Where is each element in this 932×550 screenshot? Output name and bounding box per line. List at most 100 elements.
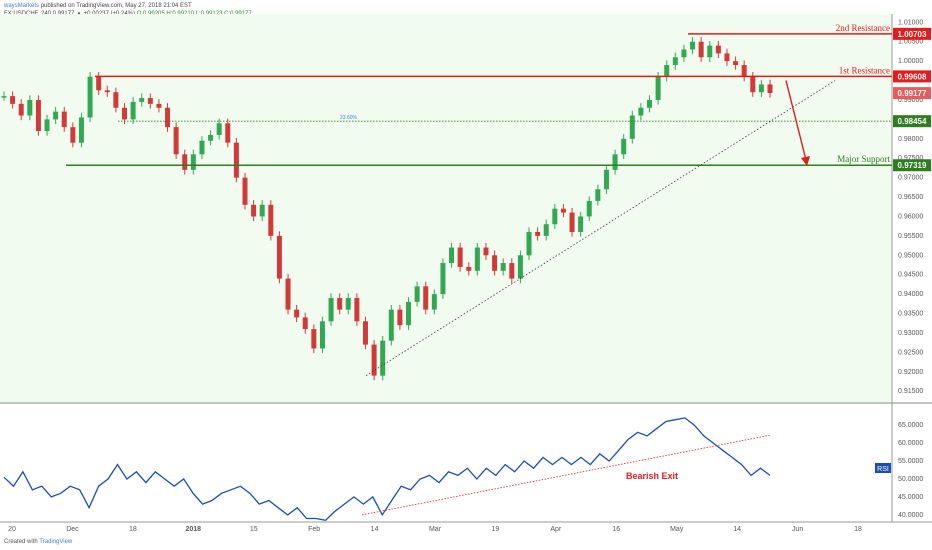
candle-body: [638, 107, 644, 116]
candle-body: [750, 76, 756, 93]
candle-body: [319, 321, 325, 349]
candle-body: [397, 309, 403, 326]
major-support-price-tag: 0.97319: [893, 159, 931, 172]
rsi-tick-label: 65.0000: [898, 422, 923, 429]
candle-body: [733, 61, 739, 66]
footer: Created with TradingView: [4, 539, 72, 545]
candle-body: [449, 247, 455, 264]
candle-body: [328, 297, 334, 322]
price-tick-label: 0.96500: [898, 194, 923, 201]
rsi-line: [3, 417, 771, 522]
candle-body: [569, 212, 575, 232]
rsi-trendline: [361, 434, 771, 516]
candle-body: [139, 98, 145, 102]
candle-body: [70, 127, 76, 143]
candle-body: [526, 231, 532, 256]
candle-body: [10, 96, 16, 104]
candle-body: [423, 286, 429, 310]
price-tick-label: 0.92000: [898, 369, 923, 376]
fib-price-tag: 0.98454: [893, 115, 931, 128]
candle-body: [483, 247, 489, 256]
major-support-label: Major Support: [837, 154, 890, 164]
candle-body: [629, 115, 635, 139]
candle-body: [302, 317, 308, 330]
candle-body: [724, 53, 730, 62]
rsi-tag: RSI: [875, 463, 891, 473]
candle-body: [199, 140, 205, 155]
candle-body: [44, 119, 50, 132]
candle-body: [466, 266, 472, 271]
candle-body: [440, 263, 446, 295]
candle-body: [156, 103, 162, 108]
candle-body: [173, 127, 179, 155]
candle-body: [560, 208, 566, 213]
candle-body: [543, 224, 549, 236]
price-candles: [1, 37, 773, 381]
price-uptrend-line: [365, 80, 836, 376]
x-tick-label: Feb: [308, 526, 320, 533]
price-tick-label: 0.93000: [898, 330, 923, 337]
candle-body: [345, 297, 351, 310]
candle-body: [294, 309, 300, 318]
bearish-arrow-shaft: [785, 80, 807, 161]
fib-price-tag-bg: [893, 115, 931, 128]
x-tick-label: 2018: [185, 526, 201, 533]
candle-body: [431, 294, 437, 310]
x-tick-label: Apr: [550, 526, 562, 533]
x-tick-label: Dec: [66, 526, 79, 533]
candle-body: [113, 92, 119, 108]
candle-body: [406, 301, 412, 326]
candle-body: [27, 99, 33, 116]
candle-body: [276, 235, 282, 279]
candle-body: [96, 76, 102, 91]
last-price-tag-text: 0.99177: [898, 89, 927, 98]
major-support-price-tag-text: 0.97319: [898, 161, 927, 170]
price-tick-label: 0.92500: [898, 349, 923, 356]
candle-body: [388, 309, 394, 341]
x-tick-label: 15: [250, 526, 258, 533]
candle-body: [595, 189, 601, 201]
candle-body: [655, 76, 661, 100]
candle-body: [492, 255, 498, 271]
publisher-name[interactable]: waysMarkets: [4, 3, 40, 9]
x-tick-label: 20: [8, 526, 16, 533]
price-tick-label: 0.98000: [898, 136, 923, 143]
price-panel-bg: [0, 14, 892, 402]
candle-body: [586, 200, 592, 217]
candle-body: [208, 134, 214, 141]
candle-body: [1, 96, 7, 98]
candle-body: [268, 204, 274, 236]
last-price-tag: 0.99177: [893, 87, 931, 100]
candle-body: [603, 169, 609, 190]
rsi-plot: Bearish Exit RSI: [3, 417, 891, 522]
first-resistance-label: 1st Resistance: [839, 65, 890, 75]
candle-body: [681, 49, 687, 58]
price-tick-label: 0.97000: [898, 175, 923, 182]
candle-body: [672, 57, 678, 66]
candle-body: [165, 107, 171, 128]
candle-body: [87, 76, 93, 118]
tradingview-logo[interactable]: TradingView: [39, 539, 73, 545]
candle-body: [182, 154, 188, 170]
major-support-price-tag-bg: [893, 159, 931, 172]
candle-body: [767, 84, 773, 93]
price-tick-label: 1.00500: [898, 39, 923, 46]
candle-body: [362, 321, 368, 345]
second-resistance-price-tag-text: 1.00703: [898, 30, 927, 39]
candle-body: [311, 329, 317, 349]
candle-body: [517, 255, 523, 279]
candle-body: [251, 204, 257, 217]
candle-body: [707, 45, 713, 58]
candle-body: [535, 231, 541, 236]
last-price-tag-bg: [893, 87, 931, 100]
rsi-tag-bg: [875, 463, 891, 473]
rsi-tick-label: 40.0000: [898, 512, 923, 519]
x-tick-label: 18: [129, 526, 137, 533]
candle-body: [698, 41, 704, 58]
x-tick-label: May: [670, 526, 684, 533]
candle-body: [216, 123, 222, 135]
x-tick-label: Mar: [429, 526, 442, 533]
fib-level-label: 23.60%: [340, 115, 358, 121]
candle-body: [509, 263, 515, 279]
